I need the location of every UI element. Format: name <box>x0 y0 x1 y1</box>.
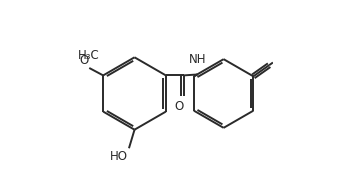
Text: O: O <box>174 99 184 113</box>
Text: H₃C: H₃C <box>77 49 99 62</box>
Text: HO: HO <box>110 150 128 163</box>
Text: NH: NH <box>189 53 206 66</box>
Text: O: O <box>79 54 88 67</box>
